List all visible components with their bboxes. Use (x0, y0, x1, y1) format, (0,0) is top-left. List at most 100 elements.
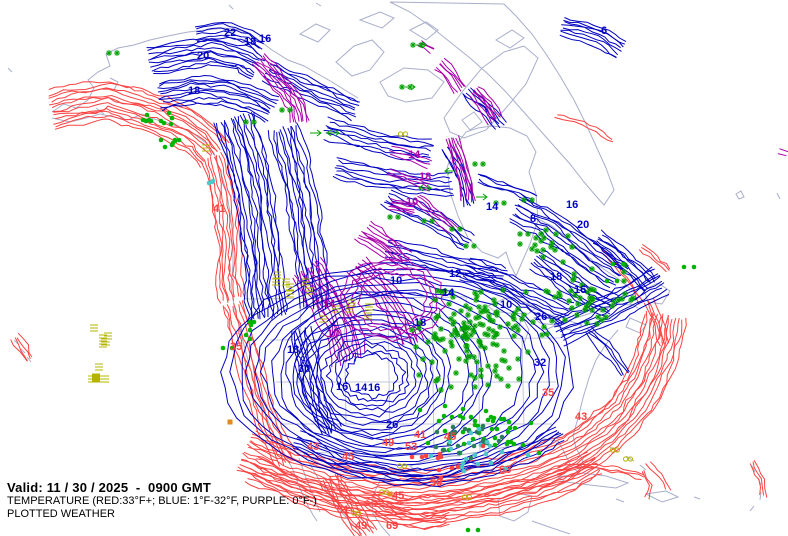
snow-station-icon (438, 326, 444, 332)
temperature-legend-text: TEMPERATURE (RED:33°F+; BLUE: 1°F-32°F, … (7, 495, 317, 507)
isotherm-line (388, 239, 507, 269)
snow-station-icon (432, 297, 438, 303)
isotherm-line (553, 273, 659, 325)
contour-temperature-label: 69 (386, 520, 398, 532)
snow-station-icon (532, 242, 538, 248)
isotherm-line (220, 122, 255, 320)
fog-bars-station-icon (95, 363, 103, 371)
rain-dot-station-icon (494, 426, 500, 432)
snow-station-icon (472, 375, 478, 381)
snow-station-icon (571, 275, 577, 281)
snow-station-icon (459, 326, 465, 332)
isotherm-line (649, 461, 672, 491)
isotherm-line (389, 197, 417, 205)
snow-station-icon (465, 312, 471, 318)
snow-station-icon (473, 315, 479, 321)
haze-infinity-station-icon (351, 510, 357, 516)
snow-station-icon (584, 302, 590, 308)
snow-station-icon (541, 324, 547, 330)
snow-station-icon (534, 248, 540, 254)
contour-temperature-label: 14 (442, 287, 455, 299)
snow-station-icon (505, 383, 511, 389)
contour-temperature-label: 49 (382, 437, 394, 449)
isotherm-line (148, 51, 258, 69)
haze-infinity-station-icon (397, 463, 403, 469)
contour-temperature-label: 41 (213, 203, 225, 215)
isotherm-line (469, 95, 489, 126)
snow-station-icon (517, 241, 523, 247)
isotherm-line (643, 469, 653, 500)
rain-dot-station-icon (691, 264, 697, 270)
rain-dot-station-icon (162, 144, 168, 150)
isotherm-line (366, 226, 412, 261)
rain-dot-station-icon (470, 436, 476, 442)
contour-temperature-label: 18 (244, 36, 256, 48)
isotherm-line (290, 126, 323, 306)
hudson-bay (446, 125, 539, 278)
snow-station-icon (490, 328, 496, 334)
snow-station-icon (487, 317, 493, 323)
isotherm-line (213, 122, 251, 323)
isotherm-line (148, 41, 260, 61)
snow-station-icon (482, 304, 488, 310)
isotherm-line (233, 116, 271, 318)
contour-temperature-label: 14 (323, 298, 336, 310)
rain-dot-station-icon (505, 429, 511, 435)
isotherm-line (153, 61, 254, 78)
snow-station-icon (462, 334, 468, 340)
isotherm-line (255, 313, 646, 471)
isotherm-line (224, 120, 259, 319)
wind-arrow-right-icon (404, 83, 416, 91)
isotherm-line (194, 21, 269, 40)
snow-station-icon (478, 289, 484, 295)
snow-station-icon (621, 278, 627, 284)
snow-station-icon (540, 254, 546, 260)
isotherm-line (367, 497, 448, 522)
snow-station-icon (467, 319, 473, 325)
snow-station-icon (462, 324, 468, 330)
isotherm-line (292, 433, 564, 485)
snow-pair-station-icon (243, 119, 257, 125)
snow-station-icon (452, 327, 458, 333)
isotherm-line (435, 66, 459, 93)
isotherm-line (512, 214, 614, 283)
isotherm-line (254, 281, 545, 463)
isotherm-line (293, 330, 327, 434)
isotherm-line (335, 173, 453, 195)
rain-dot-station-icon (480, 443, 486, 449)
isotherm-line (293, 432, 562, 482)
isotherm-line (458, 135, 476, 202)
rain-dot-station-icon (459, 464, 465, 470)
isotherm-line (554, 268, 655, 321)
snow-station-icon (449, 289, 455, 295)
isotherm-line (262, 55, 308, 123)
contour-temperature-label: 16 (368, 382, 380, 394)
isotherm-line (332, 175, 454, 197)
snow-station-icon (491, 297, 497, 303)
isotherm-line (387, 241, 508, 272)
isotherm-line (52, 96, 215, 156)
snow-station-icon (543, 288, 549, 294)
rain-dot-station-icon (498, 416, 504, 422)
contour-temperature-label: 53 (405, 441, 417, 453)
isotherm-line (463, 94, 496, 130)
snow-station-icon (464, 348, 470, 354)
isotherm-line (213, 156, 234, 301)
snow-station-icon (446, 301, 452, 307)
snow-station-icon (553, 231, 559, 237)
isotherm-line (292, 314, 452, 440)
isotherm-line (543, 249, 619, 297)
snow-station-icon (417, 320, 423, 326)
isotherm-line (652, 297, 670, 344)
snow-station-icon (557, 293, 563, 299)
snow-station-icon (463, 358, 469, 364)
snow-station-icon (589, 266, 595, 272)
isotherm-line (391, 201, 416, 207)
isotherm-line (472, 91, 494, 120)
snow-station-icon (599, 317, 605, 323)
rain-dot-station-icon (158, 118, 164, 124)
contour-temperature-label: 18 (414, 317, 426, 329)
rain-dot-station-icon (528, 420, 534, 426)
snow-station-icon (472, 384, 478, 390)
